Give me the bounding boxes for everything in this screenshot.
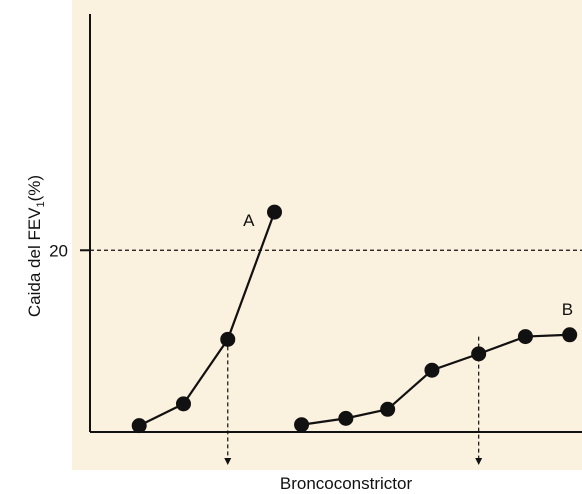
series-line-A	[138, 211, 276, 427]
y-axis-label: Caida del FEV1(%)	[25, 175, 47, 317]
y-tick-label-0: 20	[49, 241, 68, 260]
x-axis-label: Broncoconstrictor	[280, 474, 413, 493]
point-A-2	[220, 331, 236, 347]
point-A-3	[267, 204, 282, 220]
y-axis-label-suffix: (%)	[25, 175, 44, 201]
arrowhead-2	[475, 458, 483, 465]
series-label-B: B	[562, 300, 573, 319]
point-A-1	[175, 396, 191, 412]
point-B-5	[517, 329, 533, 345]
y-axis-label-subscript: 1	[35, 201, 47, 207]
y-axis-label-text: Caida del FEV	[25, 207, 44, 317]
point-A-0	[131, 418, 147, 434]
point-B-4	[471, 346, 487, 362]
point-B-6	[562, 327, 578, 343]
arrowhead-1	[224, 458, 232, 465]
series-label-A: A	[243, 211, 255, 230]
point-B-1	[338, 410, 354, 426]
point-B-3	[424, 362, 440, 378]
chart-background	[72, 0, 582, 470]
point-B-2	[380, 401, 396, 417]
point-B-0	[294, 417, 310, 433]
